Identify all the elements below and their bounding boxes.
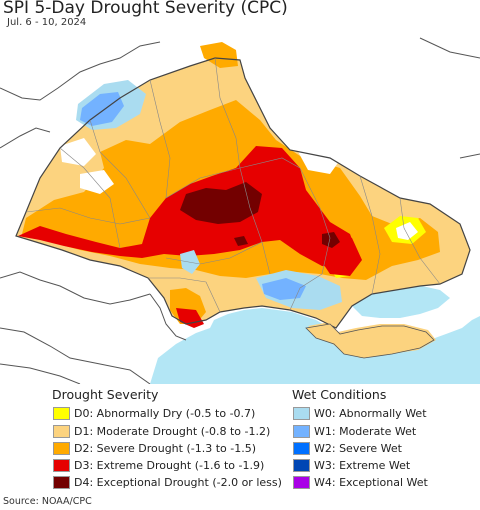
legend-label-w3: W3: Extreme Wet <box>314 458 411 472</box>
legend-label-d0: D0: Abnormally Dry (-0.5 to -0.7) <box>74 406 256 420</box>
legend-label-w1: W1: Moderate Wet <box>314 424 417 438</box>
wet-legend-title: Wet Conditions <box>292 387 387 402</box>
legend-item-d3: D3: Extreme Drought (-1.6 to -1.9) <box>53 457 264 473</box>
legend-label-d4: D4: Exceptional Drought (-2.0 or less) <box>74 475 282 489</box>
normal-patches <box>60 138 418 240</box>
black-sea <box>150 308 480 384</box>
legend-label-w0: W0: Abnormally Wet <box>314 406 427 420</box>
crimea <box>305 323 435 359</box>
legend-label-w4: W4: Exceptional Wet <box>314 475 428 489</box>
legend-item-w0: W0: Abnormally Wet <box>293 405 427 421</box>
legend-label-d1: D1: Moderate Drought (-0.8 to -1.2) <box>74 424 271 438</box>
legend-label-d2: D2: Severe Drought (-1.3 to -1.5) <box>74 441 257 455</box>
oblast-borders <box>25 57 441 313</box>
legend-swatch-w2 <box>293 441 310 455</box>
drought-legend-title: Drought Severity <box>52 387 159 402</box>
legend-item-d4: D4: Exceptional Drought (-2.0 or less) <box>53 474 282 490</box>
legend-swatch-d0 <box>53 406 70 420</box>
date-range: Jul. 6 - 10, 2024 <box>7 17 87 28</box>
legend-item-w4: W4: Exceptional Wet <box>293 474 428 490</box>
country-borders <box>0 37 480 384</box>
legend-label-w2: W2: Severe Wet <box>314 441 402 455</box>
legend-swatch-d2 <box>53 441 70 455</box>
legend-item-w3: W3: Extreme Wet <box>293 457 410 473</box>
legend-item-d2: D2: Severe Drought (-1.3 to -1.5) <box>53 440 256 456</box>
source-credit: Source: NOAA/CPC <box>3 496 92 507</box>
legend-swatch-d4 <box>53 475 70 489</box>
drought-layer-d4 <box>180 182 340 248</box>
legend-swatch-d1 <box>53 424 70 438</box>
map-title: SPI 5-Day Drought Severity (CPC) <box>3 0 288 18</box>
legend-swatch-w3 <box>293 458 310 472</box>
legend-item-d1: D1: Moderate Drought (-0.8 to -1.2) <box>53 423 270 439</box>
legend-label-d3: D3: Extreme Drought (-1.6 to -1.9) <box>74 458 265 472</box>
wet-layer-w1 <box>80 92 306 300</box>
legend-swatch-d3 <box>53 458 70 472</box>
sea-of-azov <box>352 286 450 318</box>
legend-item-w1: W1: Moderate Wet <box>293 423 416 439</box>
legend-swatch-w4 <box>293 475 310 489</box>
legend-swatch-w1 <box>293 424 310 438</box>
legend-item-d0: D0: Abnormally Dry (-0.5 to -0.7) <box>53 405 255 421</box>
legend-item-w2: W2: Severe Wet <box>293 440 402 456</box>
legend-swatch-w0 <box>293 406 310 420</box>
drought-map <box>0 28 480 384</box>
